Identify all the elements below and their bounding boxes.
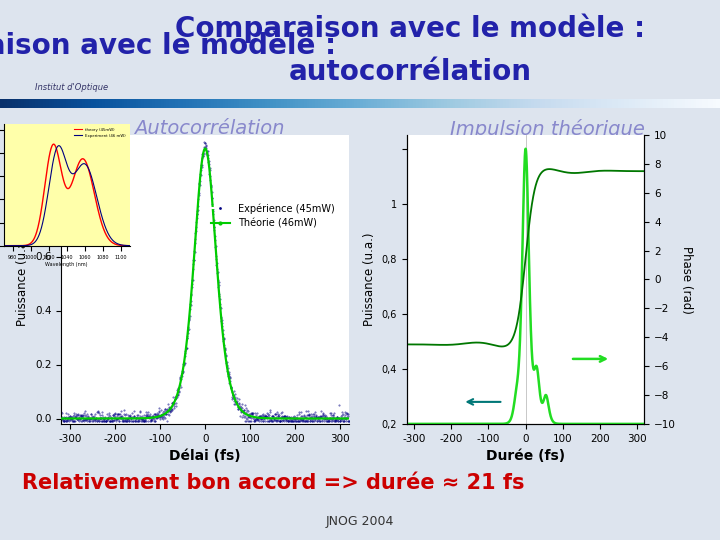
Legend: Expérience (45mW), Théorie (46mW): Expérience (45mW), Théorie (46mW)	[207, 199, 338, 232]
Text: autocorrélation: autocorrélation	[289, 58, 532, 86]
X-axis label: Durée (fs): Durée (fs)	[486, 449, 565, 463]
Text: JNOG 2004: JNOG 2004	[326, 515, 394, 528]
Y-axis label: Puissance (u.a.): Puissance (u.a.)	[363, 233, 376, 326]
Y-axis label: Phase (rad): Phase (rad)	[680, 246, 693, 313]
Text: Comparaison avec le modèle :: Comparaison avec le modèle :	[0, 30, 336, 60]
Text: Relativement bon accord => durée ≈ 21 fs: Relativement bon accord => durée ≈ 21 fs	[22, 473, 524, 493]
Text: Impulsion théorique: Impulsion théorique	[450, 119, 644, 139]
Text: Institut d'Optique: Institut d'Optique	[35, 83, 109, 92]
Y-axis label: Puissance (u.a.): Puissance (u.a.)	[17, 233, 30, 326]
Text: Autocorrélation: Autocorrélation	[133, 119, 284, 138]
Legend: theory (45mW), Experiment (46 mW): theory (45mW), Experiment (46 mW)	[73, 126, 127, 139]
X-axis label: Wavelength (nm): Wavelength (nm)	[45, 262, 88, 267]
X-axis label: Délai (fs): Délai (fs)	[169, 449, 241, 463]
Text: Comparaison avec le modèle :: Comparaison avec le modèle :	[176, 13, 645, 43]
